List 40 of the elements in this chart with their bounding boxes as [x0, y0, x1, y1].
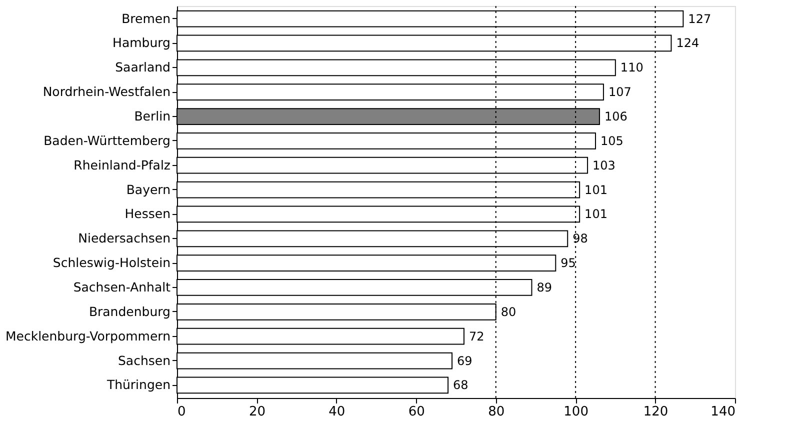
y-tick-label: Bremen	[122, 10, 170, 26]
data-label: 69	[457, 354, 472, 368]
x-tick-label: 60	[408, 404, 425, 420]
y-tick-label: Mecklenburg-Vorpommern	[6, 328, 170, 344]
data-label: 98	[572, 232, 588, 246]
data-label: 127	[688, 12, 712, 26]
x-tick-label: 120	[643, 404, 668, 420]
data-label: 107	[608, 85, 632, 100]
x-tick-label: 20	[248, 404, 266, 420]
y-tick-label: Hessen	[124, 206, 170, 222]
x-tick-label: 80	[488, 404, 505, 420]
y-tick-label: Rheinland-Pfalz	[74, 157, 171, 172]
y-tick-label: Thüringen	[106, 377, 170, 392]
data-label: 72	[468, 329, 484, 344]
x-tick-label: 100	[564, 404, 588, 420]
data-label: 106	[604, 110, 628, 124]
x-tick-label: 140	[710, 404, 736, 420]
data-label: 103	[592, 158, 616, 172]
y-tick-label: Schleswig-Holstein	[52, 255, 170, 270]
data-label: 101	[584, 207, 608, 222]
y-tick-label: Bayern	[126, 182, 170, 197]
y-tick-label: Hamburg	[112, 35, 170, 50]
y-tick-label: Berlin	[134, 108, 170, 124]
y-tick-label: Sachsen	[118, 352, 170, 368]
x-tick-label: 40	[328, 404, 346, 420]
x-tick-label: 0	[178, 404, 186, 420]
data-label: 105	[600, 134, 624, 148]
data-label: 95	[560, 256, 576, 270]
data-label: 124	[676, 36, 700, 50]
data-label: 89	[536, 280, 552, 294]
y-tick-label: Baden-Württemberg	[44, 132, 170, 148]
data-label: 68	[453, 378, 468, 392]
data-label: 110	[620, 60, 644, 75]
data-label: 80	[500, 304, 516, 319]
y-tick-label: Niedersachsen	[78, 230, 170, 246]
y-tick-label: Brandenburg	[88, 304, 170, 319]
y-tick-label: Sachsen-Anhalt	[73, 279, 171, 294]
y-tick-label: Nordrhein-Westfalen	[42, 84, 170, 100]
data-label: 101	[584, 182, 608, 197]
y-tick-label: Saarland	[115, 60, 170, 75]
